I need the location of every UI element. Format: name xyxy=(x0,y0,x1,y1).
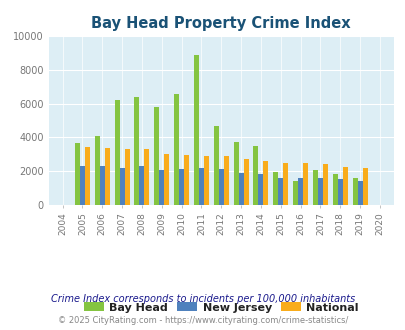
Bar xyxy=(95,136,100,205)
Bar xyxy=(332,174,337,205)
Bar xyxy=(139,166,144,205)
Bar xyxy=(362,168,367,205)
Bar xyxy=(174,93,179,205)
Bar xyxy=(292,181,297,205)
Bar xyxy=(273,172,277,205)
Bar xyxy=(164,154,169,205)
Bar xyxy=(183,155,189,205)
Bar xyxy=(253,146,258,205)
Bar xyxy=(114,100,119,205)
Bar xyxy=(85,148,90,205)
Bar xyxy=(194,55,198,205)
Bar xyxy=(297,178,303,205)
Bar xyxy=(104,148,109,205)
Bar xyxy=(233,142,238,205)
Bar xyxy=(357,181,362,205)
Bar xyxy=(277,178,283,205)
Bar xyxy=(124,149,129,205)
Bar xyxy=(203,156,208,205)
Bar xyxy=(342,167,347,205)
Bar xyxy=(144,149,149,205)
Bar xyxy=(213,126,218,205)
Legend: Bay Head, New Jersey, National: Bay Head, New Jersey, National xyxy=(79,298,362,317)
Bar xyxy=(303,163,307,205)
Bar xyxy=(312,170,317,205)
Bar xyxy=(119,168,124,205)
Bar xyxy=(159,170,164,205)
Bar xyxy=(317,178,322,205)
Bar xyxy=(154,107,159,205)
Bar xyxy=(258,174,263,205)
Bar xyxy=(238,173,243,205)
Bar xyxy=(80,166,85,205)
Text: Crime Index corresponds to incidents per 100,000 inhabitants: Crime Index corresponds to incidents per… xyxy=(51,294,354,304)
Bar xyxy=(322,164,327,205)
Bar xyxy=(75,143,80,205)
Bar xyxy=(100,166,104,205)
Bar xyxy=(223,156,228,205)
Bar xyxy=(218,169,223,205)
Bar xyxy=(179,169,183,205)
Text: © 2025 CityRating.com - https://www.cityrating.com/crime-statistics/: © 2025 CityRating.com - https://www.city… xyxy=(58,316,347,325)
Bar xyxy=(283,163,288,205)
Bar xyxy=(263,161,268,205)
Bar xyxy=(337,180,342,205)
Bar xyxy=(134,97,139,205)
Title: Bay Head Property Crime Index: Bay Head Property Crime Index xyxy=(91,16,350,31)
Bar xyxy=(352,178,357,205)
Bar xyxy=(198,168,203,205)
Bar xyxy=(243,159,248,205)
